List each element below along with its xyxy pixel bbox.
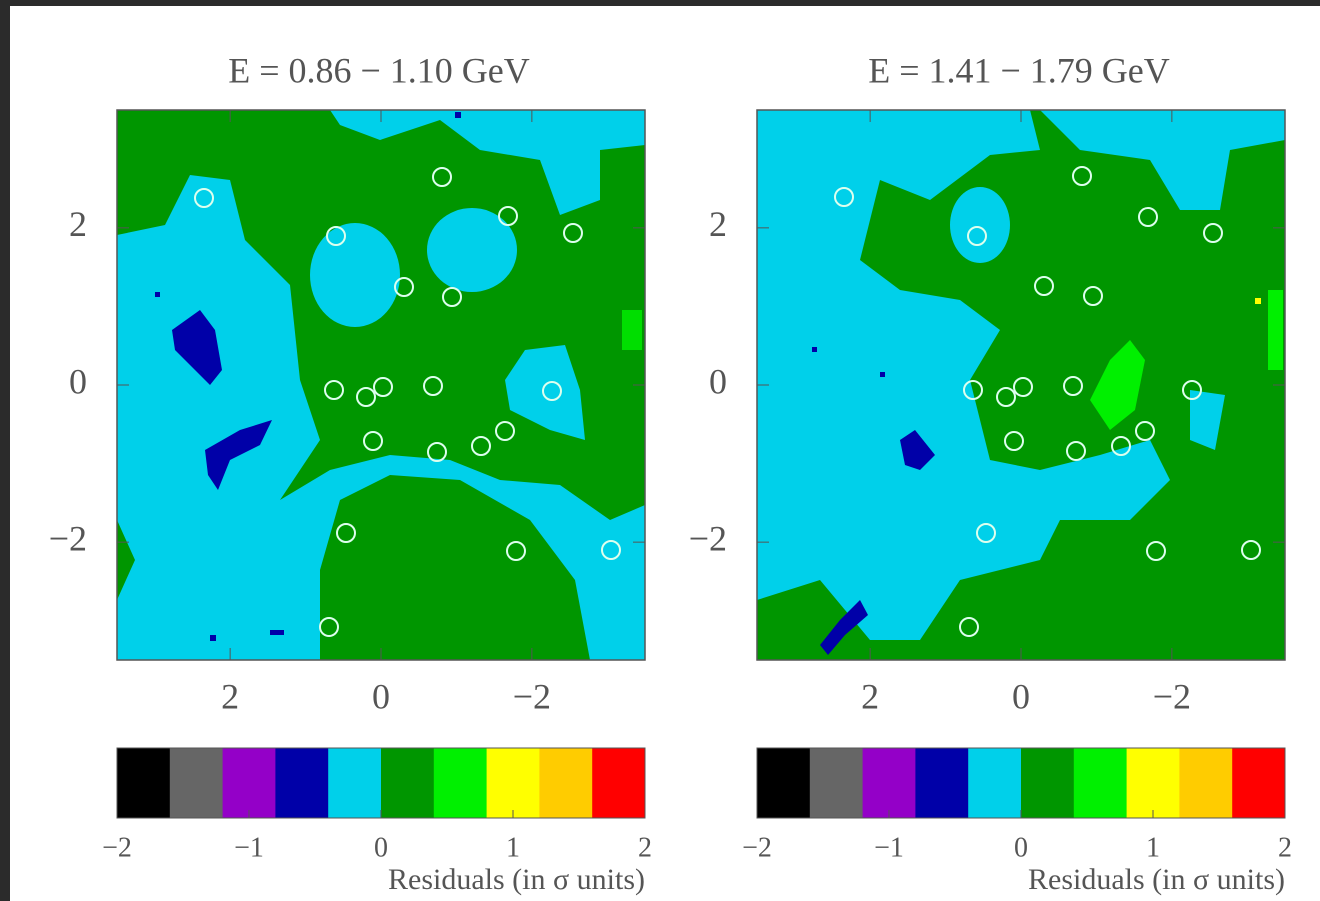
y-tick-label: −2 (689, 518, 727, 558)
y-tick-label: 2 (69, 204, 87, 244)
colorbar-tick-label: 1 (1146, 832, 1160, 863)
colorbar-swatch (222, 748, 276, 818)
colorbar-label: Residuals (in σ units) (1028, 863, 1285, 896)
x-tick-label: 0 (1012, 676, 1030, 716)
colorbar-swatch (381, 748, 435, 818)
colorbar-tick-label: −1 (234, 832, 264, 863)
colorbar-swatch (433, 748, 488, 818)
x-tick-label: −2 (513, 676, 551, 716)
x-tick-label: −2 (1153, 676, 1191, 716)
x-tick-label: 0 (372, 676, 390, 716)
colorbar-tick-label: 1 (506, 832, 520, 863)
colorbar-swatch (1126, 748, 1180, 818)
y-tick-label: 2 (709, 204, 727, 244)
colorbar-tick-label: 0 (1014, 832, 1028, 863)
colorbar-tick-label: −2 (742, 832, 772, 863)
colorbar-swatch (539, 748, 593, 818)
y-tick-label: 0 (709, 361, 727, 401)
colorbar-swatch (486, 748, 540, 818)
colorbar-swatch (117, 748, 171, 818)
y-tick-label: −2 (49, 518, 87, 558)
colorbar-tick-label: 2 (638, 832, 652, 863)
panel-title: E = 1.41 − 1.79 GeV (868, 50, 1170, 90)
colorbar-tick-label: −2 (102, 832, 132, 863)
colorbar-swatch (809, 748, 864, 818)
colorbar-swatch (915, 748, 969, 818)
panel-title: E = 0.86 − 1.10 GeV (228, 50, 530, 90)
y-tick-label: 0 (69, 361, 87, 401)
colorbar-tick-label: 0 (374, 832, 388, 863)
colorbar-tick-label: 2 (1278, 832, 1292, 863)
colorbar-label: Residuals (in σ units) (388, 863, 645, 896)
residual-map (757, 110, 1285, 660)
colorbar-swatch (968, 748, 1022, 818)
colorbar-swatch (328, 748, 382, 818)
colorbar-swatch (1073, 748, 1128, 818)
colorbar-swatch (592, 748, 646, 818)
colorbar-swatch (275, 748, 329, 818)
colorbar-tick-label: −1 (874, 832, 904, 863)
colorbar-swatch (1179, 748, 1233, 818)
colorbar-swatch (169, 748, 224, 818)
colorbar-swatch (757, 748, 811, 818)
x-tick-label: 2 (221, 676, 239, 716)
colorbar-swatch (1232, 748, 1286, 818)
residual-map (117, 110, 645, 660)
x-tick-label: 2 (861, 676, 879, 716)
colorbar-swatch (1021, 748, 1075, 818)
colorbar-swatch (862, 748, 916, 818)
